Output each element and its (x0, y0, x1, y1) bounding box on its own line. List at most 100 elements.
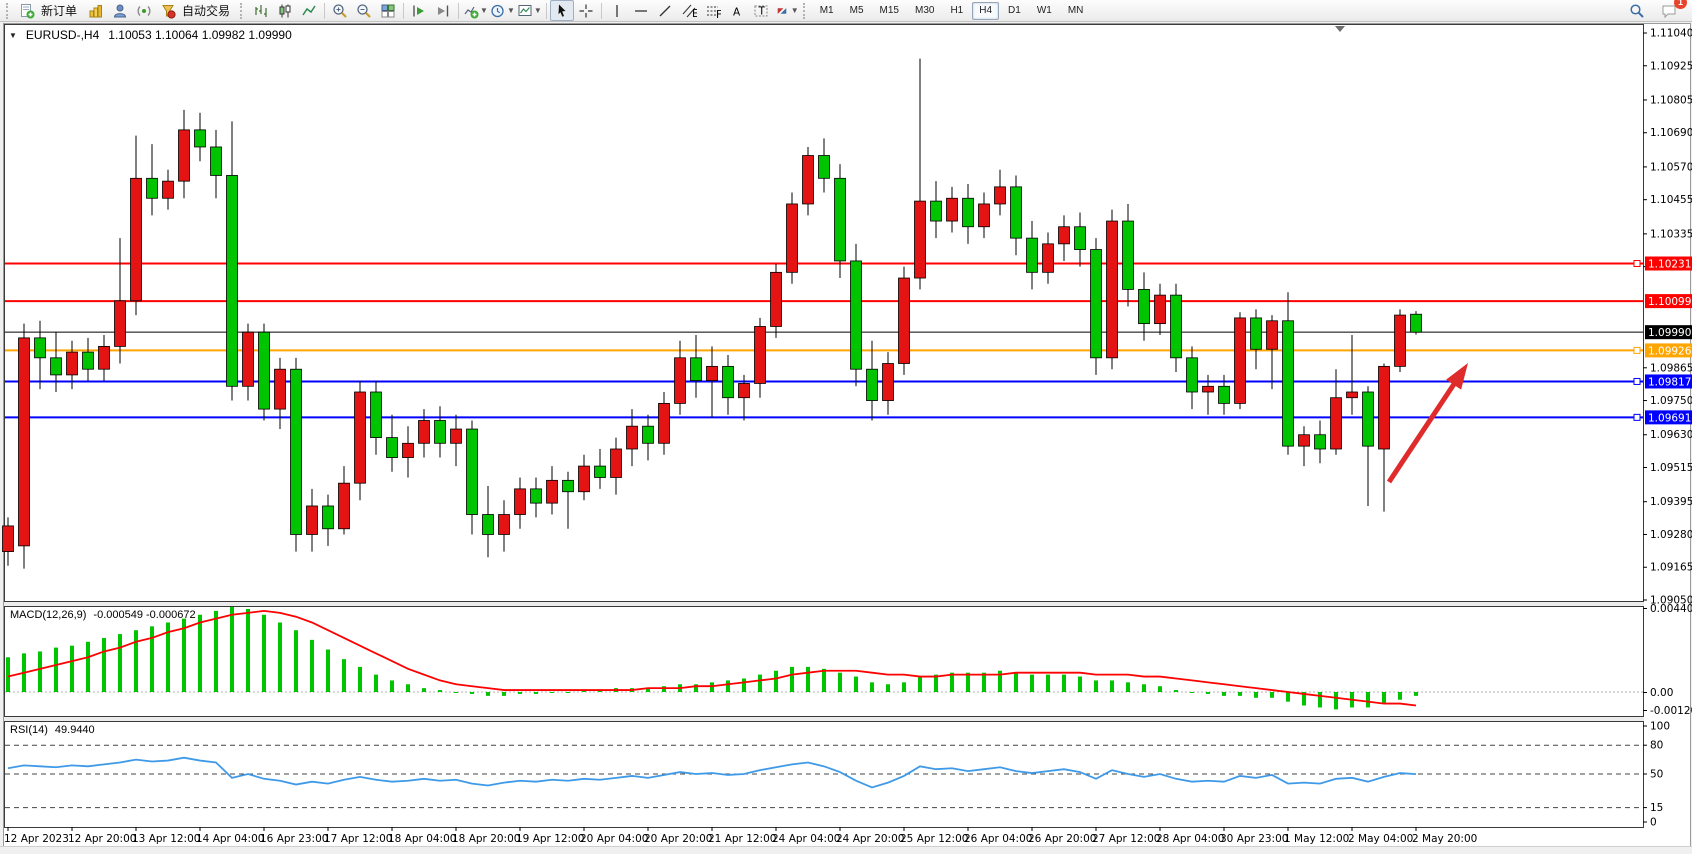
new-order-label[interactable]: 新订单 (41, 4, 78, 18)
candle (754, 326, 766, 384)
line-handle[interactable] (1633, 377, 1641, 385)
macd-values: -0.000549 -0.000672 (93, 609, 196, 621)
candle (978, 203, 990, 228)
market-watch-button[interactable] (84, 0, 108, 21)
macd-histogram-bar (1046, 674, 1050, 692)
candle (66, 351, 78, 376)
line-handle[interactable] (1633, 413, 1641, 421)
timeframe-button-m5[interactable]: M5 (849, 4, 864, 16)
arrows-tool-button[interactable]: ▼ (773, 0, 800, 21)
bar-chart-mode-button[interactable] (249, 0, 273, 21)
panel-separator[interactable] (4, 601, 1644, 607)
macd-histogram-bar (358, 666, 362, 692)
macd-histogram-bar (294, 630, 298, 692)
search-icon (1630, 3, 1644, 18)
toolbar-grip[interactable] (802, 2, 807, 19)
metaeditor-button[interactable] (108, 0, 132, 21)
timeframe-button-h1[interactable]: H1 (950, 4, 964, 16)
svg-text:F: F (716, 9, 721, 19)
chart-shift-icon (438, 5, 449, 16)
indicators-button[interactable]: ▼ (462, 0, 489, 21)
channel-tool-button[interactable]: E (677, 0, 701, 21)
zoom-in-button[interactable] (328, 0, 352, 21)
trend-arrow-head[interactable] (1446, 363, 1468, 390)
price-axis-label: 1.10455 (1650, 194, 1692, 206)
trend-arrow-line[interactable] (1386, 378, 1460, 484)
candle (1026, 237, 1038, 273)
time-axis-label: 28 Apr 04:00 (1156, 833, 1224, 845)
macd-histogram-bar (806, 666, 810, 692)
fibonacci-tool-button[interactable]: F (701, 0, 725, 21)
timeframe-button-m15[interactable]: M15 (879, 4, 899, 16)
chart-shift-marker[interactable] (1335, 26, 1345, 32)
chart-shift-button[interactable] (431, 0, 455, 21)
notifications-button[interactable]: 1 (1657, 0, 1687, 21)
timeframe-button-m30[interactable]: M30 (914, 4, 935, 16)
timeframe-button-w1[interactable]: W1 (1036, 4, 1052, 16)
timeframe-button-m1[interactable]: M1 (819, 4, 834, 16)
horizontal-line-tool-button[interactable] (629, 0, 653, 21)
macd-histogram-bar (150, 626, 154, 692)
candle (1282, 320, 1294, 447)
candle (1186, 357, 1198, 393)
price-tag (1645, 374, 1692, 389)
line-handle[interactable] (1633, 346, 1641, 354)
toolbar-separator (324, 2, 326, 19)
candle (610, 448, 622, 478)
timeframe-button-h4[interactable]: H4 (972, 1, 1000, 20)
line-handle[interactable] (1633, 260, 1641, 268)
price-axis-label: 1.09165 (1650, 562, 1692, 574)
crosshair-tool-button[interactable] (574, 0, 598, 21)
macd-histogram-bar (374, 674, 378, 692)
macd-histogram-bar (214, 610, 218, 692)
zoom-out-icon (357, 3, 371, 18)
candle (1330, 397, 1342, 450)
macd-histogram-bar (1222, 692, 1226, 696)
templates-button[interactable]: ▼ (516, 0, 543, 21)
chart-collapse-icon[interactable]: ▼ (9, 30, 17, 40)
periods-button[interactable]: ▼ (489, 0, 516, 21)
price-axis-label: 1.09395 (1650, 496, 1692, 508)
candle-chart-mode-button[interactable] (273, 0, 297, 21)
tile-windows-button[interactable] (376, 0, 400, 21)
candle (898, 277, 910, 364)
candle (402, 442, 414, 458)
price-axis-label: 1.10690 (1650, 127, 1692, 139)
timeframe-button-mn[interactable]: MN (1067, 4, 1084, 16)
macd-histogram-bar (1142, 684, 1146, 692)
new-order-button[interactable] (15, 0, 39, 21)
candle (962, 197, 974, 228)
price-tag (1645, 343, 1692, 358)
toolbar-grip[interactable] (6, 2, 10, 19)
signals-button[interactable] (132, 0, 156, 21)
text-label-tool-button[interactable]: T (749, 0, 773, 21)
candle (562, 479, 574, 493)
price-tag (1645, 325, 1692, 340)
macd-histogram-bar (438, 690, 442, 692)
macd-histogram-bar (550, 692, 554, 693)
panel-separator[interactable] (4, 716, 1644, 722)
autotrading-button[interactable] (156, 0, 180, 21)
toolbar-grip[interactable] (240, 2, 244, 19)
macd-histogram-bar (1158, 686, 1162, 692)
vertical-line-tool-button[interactable] (605, 0, 629, 21)
time-axis-label: 27 Apr 12:00 (1092, 833, 1160, 845)
cursor-tool-button[interactable] (549, 0, 574, 21)
autotrading-label[interactable]: 自动交易 (182, 4, 231, 18)
macd-histogram-bar (1238, 692, 1242, 696)
line-chart-mode-button[interactable] (297, 0, 321, 21)
trendline-tool-button[interactable] (653, 0, 677, 21)
candle (146, 177, 158, 199)
price-tag-label: 1.09990 (1648, 327, 1691, 339)
macd-histogram-bar (950, 672, 954, 692)
zoom-out-button[interactable] (352, 0, 376, 21)
auto-scroll-button[interactable] (407, 0, 431, 21)
candle (594, 465, 606, 478)
timeframe-button-d1[interactable]: D1 (1008, 4, 1021, 16)
candle (546, 479, 558, 504)
search-button[interactable] (1625, 0, 1649, 21)
macd-histogram-bar (262, 614, 266, 692)
text-tool-button[interactable]: A (725, 0, 749, 21)
macd-panel-border (4, 606, 1644, 717)
